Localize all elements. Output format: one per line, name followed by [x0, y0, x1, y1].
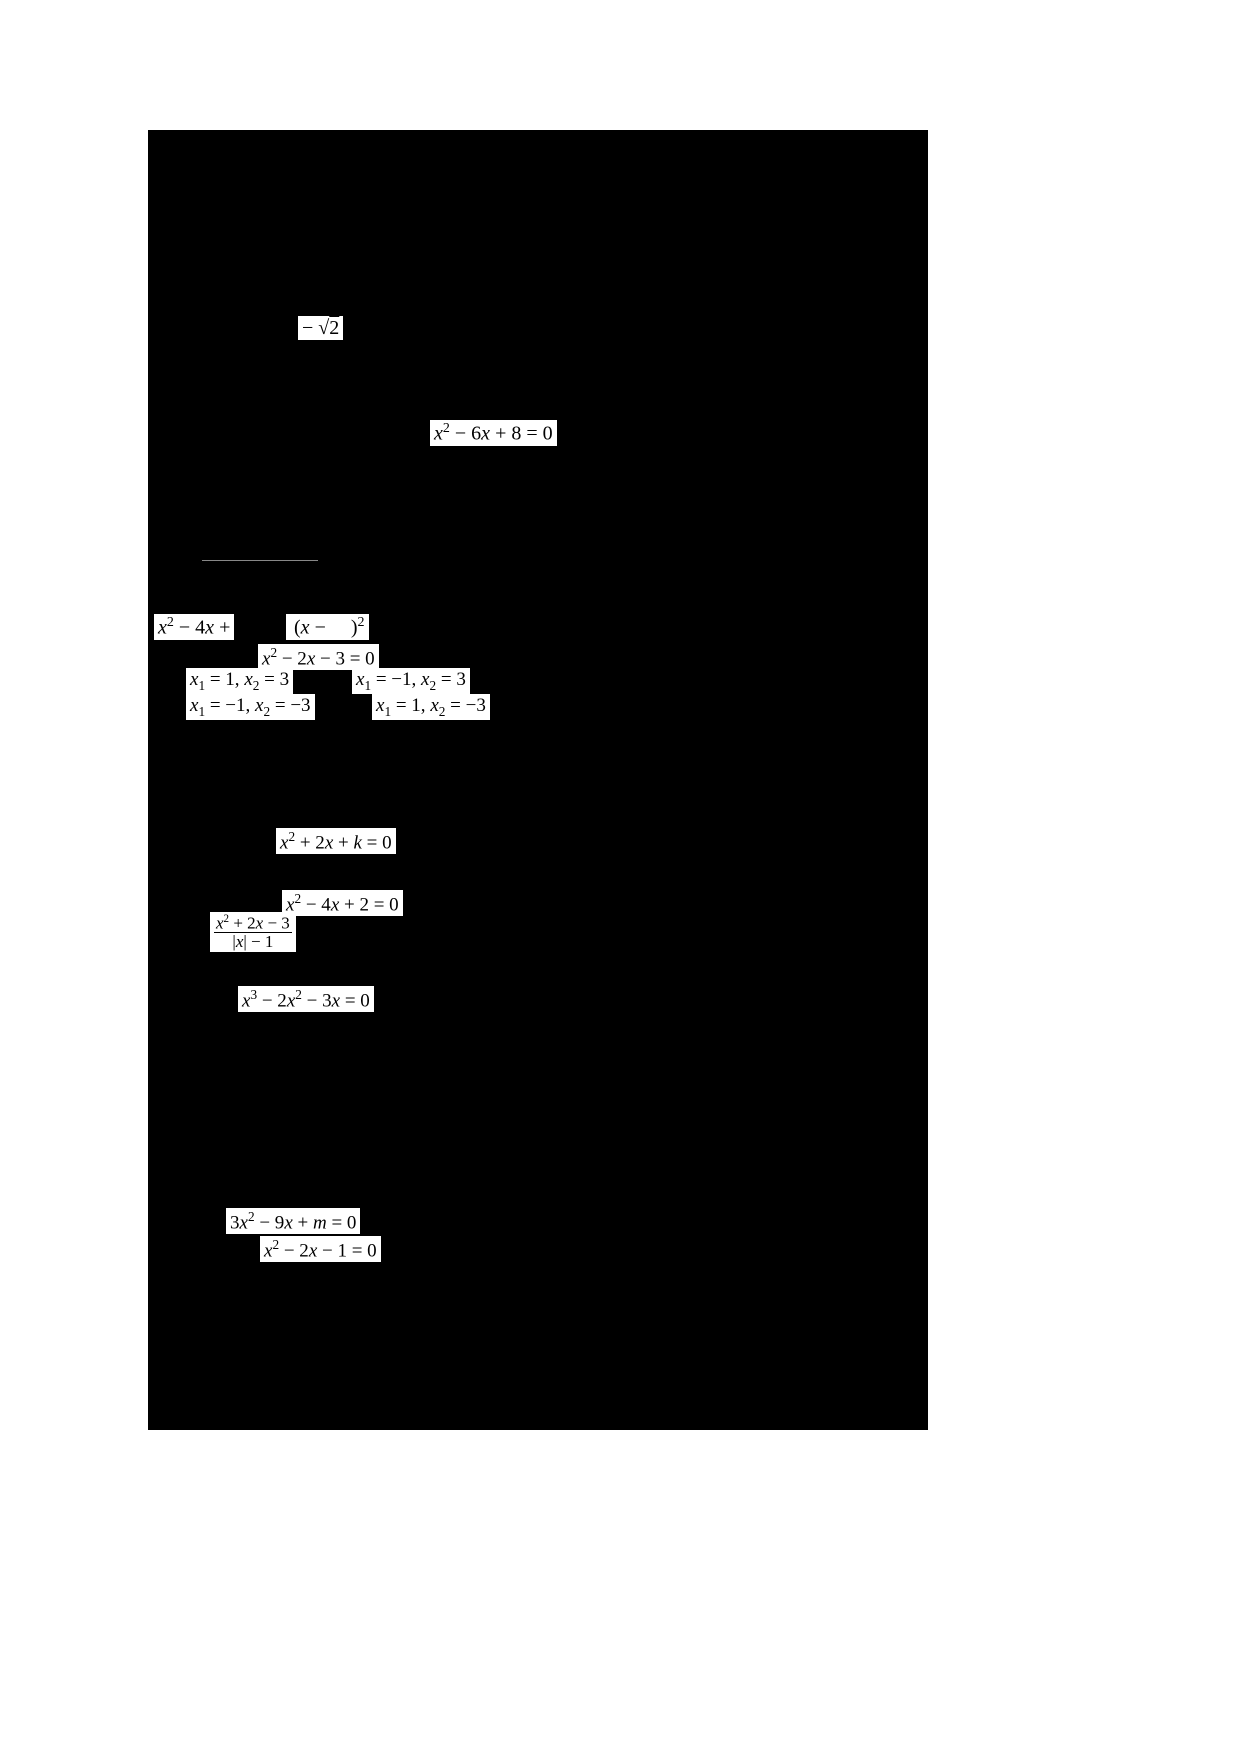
expr-complete-square-rhs: (x − )2 [286, 614, 369, 640]
expr-quadratic-6x8: x2 − 6x + 8 = 0 [430, 420, 557, 446]
expr-quadratic-4x2: x2 − 4x + 2 = 0 [282, 890, 403, 916]
expr-cubic: x3 − 2x2 − 3x = 0 [238, 986, 374, 1012]
expr-roots-c: x1 = −1, x2 = −3 [186, 694, 315, 720]
expr-roots-a: x1 = 1, x2 = 3 [186, 668, 293, 694]
divider-line [202, 560, 318, 561]
black-block [148, 130, 928, 1430]
expr-quadratic-2x3: x2 − 2x − 3 = 0 [258, 644, 379, 670]
expr-roots-d: x1 = 1, x2 = −3 [372, 694, 490, 720]
expr-fraction: x2 + 2x − 3 |x| − 1 [210, 912, 296, 952]
expr-quadratic-m: 3x2 − 9x + m = 0 [226, 1208, 360, 1234]
expr-quadratic-k: x2 + 2x + k = 0 [276, 828, 396, 854]
expr-neg-sqrt2: − √2 [298, 316, 343, 340]
expr-roots-b: x1 = −1, x2 = 3 [352, 668, 470, 694]
expr-complete-square-lhs: x2 − 4x + [154, 614, 234, 640]
page: − √2 x2 − 6x + 8 = 0 x2 − 4x + (x − )2 x… [0, 0, 1240, 1754]
expr-quadratic-2x1: x2 − 2x − 1 = 0 [260, 1236, 381, 1262]
